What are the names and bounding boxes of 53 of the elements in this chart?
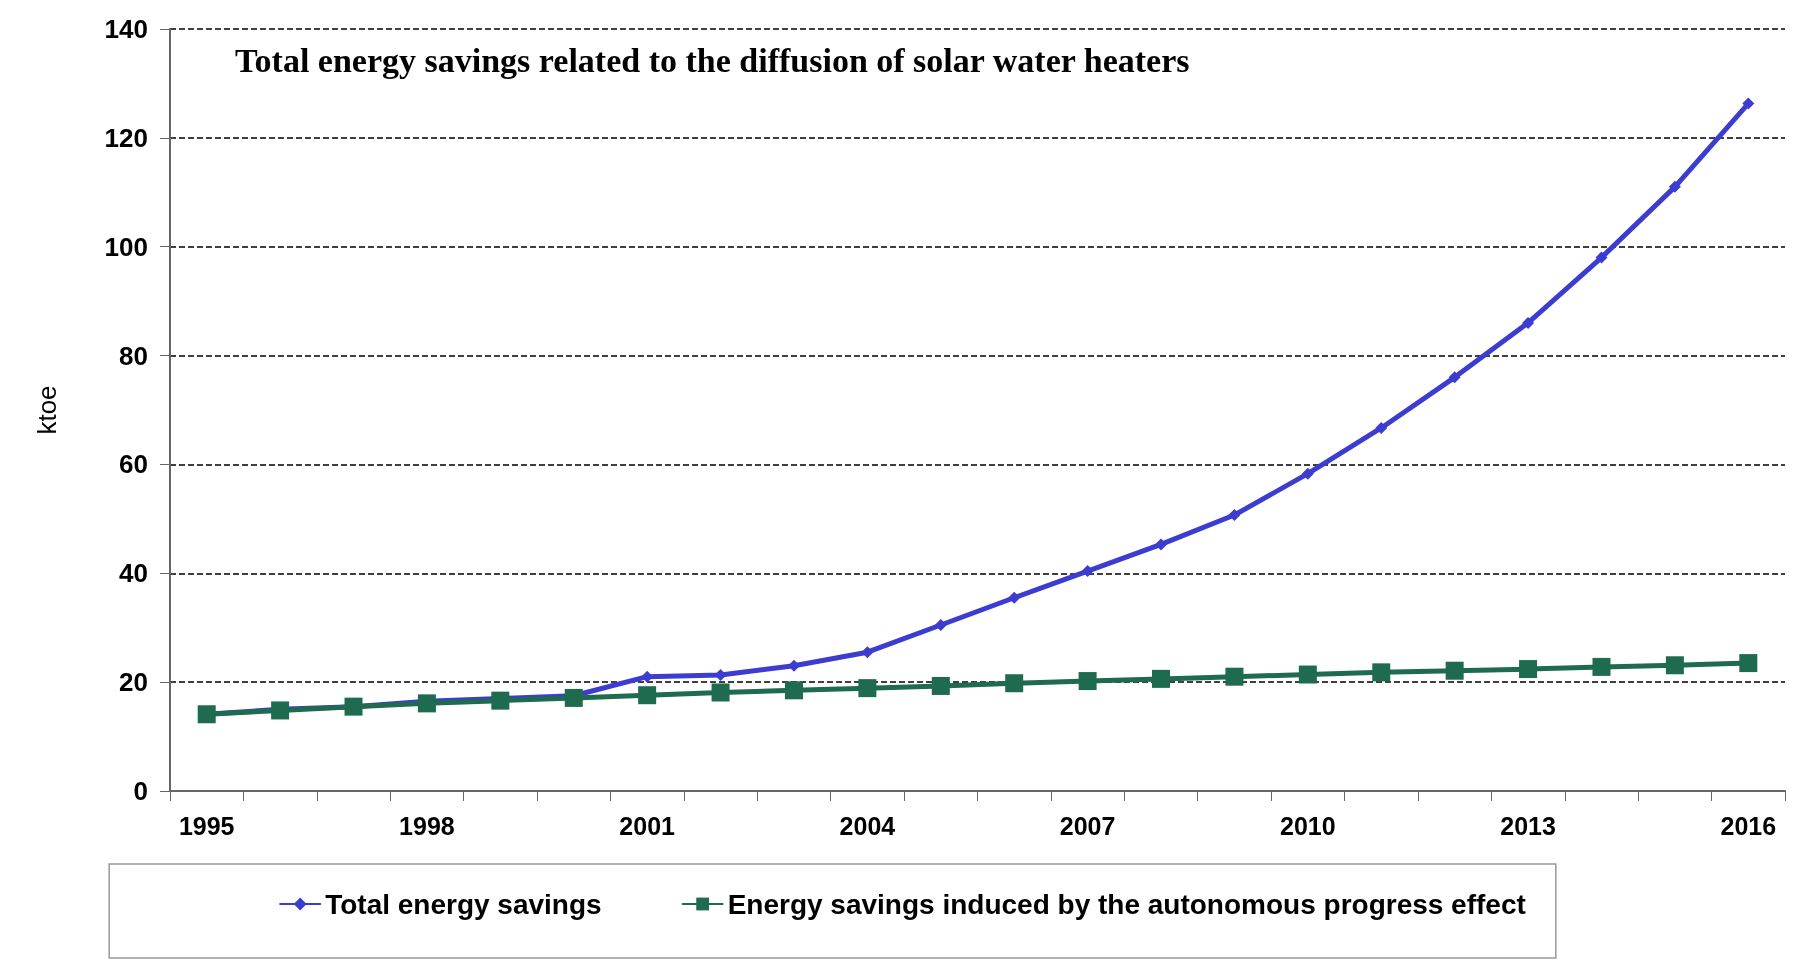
- y-tick-label: 20: [119, 667, 148, 698]
- x-tick-label: 2013: [1500, 811, 1556, 840]
- y-tick-label: 80: [119, 340, 148, 371]
- y-tick-label: 100: [104, 231, 148, 262]
- point: [491, 691, 510, 710]
- point: [861, 646, 874, 659]
- point: [1301, 467, 1314, 480]
- point: [1448, 371, 1461, 384]
- point: [1592, 657, 1611, 676]
- point: [1081, 565, 1094, 578]
- point: [1078, 672, 1097, 691]
- x-tick-label: 1995: [178, 811, 235, 840]
- point: [1225, 667, 1244, 686]
- point: [564, 688, 583, 707]
- y-tick-label: 120: [104, 122, 148, 153]
- x-tick-label: 2004: [839, 811, 896, 840]
- point: [1372, 663, 1391, 682]
- chart-title: Total energy savings related to the diffusion of solar water heaters: [235, 41, 1190, 79]
- point: [638, 686, 657, 705]
- point: [1742, 97, 1755, 110]
- point: [1668, 180, 1681, 193]
- point: [271, 701, 290, 720]
- x-tick-label: 1998: [399, 811, 455, 840]
- point: [931, 676, 950, 695]
- y-tick-label: 140: [104, 14, 148, 44]
- point: [1155, 538, 1168, 551]
- point: [1008, 591, 1021, 604]
- point: [934, 618, 947, 631]
- x-tick-label: 2001: [619, 811, 676, 840]
- point: [1739, 654, 1758, 673]
- point: [1519, 660, 1538, 679]
- point: [1005, 674, 1024, 693]
- y-tick-label: 40: [119, 558, 148, 589]
- point: [1152, 669, 1171, 688]
- legend-label: Total energy savings: [325, 888, 602, 920]
- point: [1522, 316, 1535, 329]
- point: [1298, 665, 1317, 684]
- point: [1445, 661, 1464, 680]
- point: [711, 683, 730, 702]
- point: [1665, 656, 1684, 675]
- point: [417, 694, 436, 713]
- x-tick-label: 2007: [1059, 811, 1116, 840]
- point: [1375, 421, 1388, 434]
- point: [1228, 509, 1241, 522]
- point: [784, 681, 803, 700]
- x-tick-label: 2016: [1720, 811, 1777, 840]
- point: [858, 679, 877, 698]
- y-axis-title: ktoe: [32, 385, 62, 435]
- legend-label: Energy savings induced by the autonomous progress effect: [727, 888, 1526, 920]
- y-tick-label: 60: [119, 449, 148, 480]
- y-tick-label: 0: [133, 776, 148, 806]
- point: [1595, 251, 1608, 264]
- x-tick-label: 2010: [1280, 811, 1336, 840]
